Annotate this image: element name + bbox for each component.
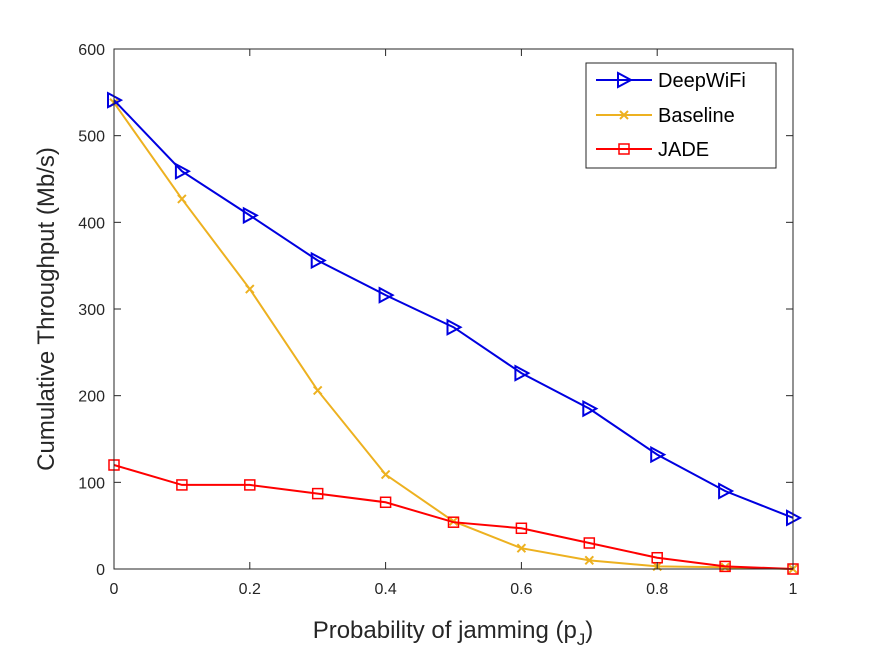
data-point-jade xyxy=(719,560,731,573)
data-point-baseline xyxy=(245,284,255,294)
x-tick-label: 0.2 xyxy=(239,581,261,598)
y-tick-label: 300 xyxy=(78,302,105,319)
legend: DeepWiFi Baseline JADE xyxy=(585,62,777,169)
data-point-baseline xyxy=(380,469,391,480)
legend-label: Baseline xyxy=(658,105,735,127)
data-point-baseline xyxy=(516,543,527,553)
data-point-deepwifi xyxy=(446,318,463,336)
data-point-deepwifi xyxy=(310,251,327,270)
data-point-jade xyxy=(515,522,528,535)
data-point-baseline xyxy=(312,385,323,396)
data-point-jade xyxy=(447,516,460,528)
x-tick-labels: 0 0.2 0.4 0.6 0.8 1 xyxy=(110,581,798,598)
x-tick-label: 1 xyxy=(789,581,798,598)
legend-item-deepwifi: DeepWiFi xyxy=(596,70,746,92)
y-tick-label: 500 xyxy=(78,129,105,146)
data-point-deepwifi xyxy=(650,445,667,464)
data-point-deepwifi xyxy=(582,399,599,418)
data-point-deepwifi xyxy=(174,162,192,180)
y-tick-labels: 0 100 200 300 400 500 600 xyxy=(78,42,105,579)
legend-label: DeepWiFi xyxy=(658,70,746,92)
x-tick-label: 0.8 xyxy=(646,581,668,598)
axes-layer xyxy=(113,48,794,570)
x-tick-label: 0 xyxy=(110,581,119,598)
x-tick-label: 0.4 xyxy=(374,581,396,598)
data-point-jade xyxy=(176,479,188,491)
data-point-jade xyxy=(244,479,256,491)
legend-marker xyxy=(619,110,629,120)
legend-marker xyxy=(618,143,630,155)
series-line-deepwifi xyxy=(113,99,794,519)
legend-label: JADE xyxy=(658,139,709,161)
data-point-baseline xyxy=(584,555,595,566)
data-point-deepwifi xyxy=(514,364,531,382)
y-tick-label: 200 xyxy=(78,389,105,406)
data-point-deepwifi xyxy=(718,482,735,500)
y-axis-title: Cumulative Throughput (Mb/s) xyxy=(33,147,60,471)
x-axis-title: Probability of jamming (pJ) xyxy=(313,617,594,649)
series-line-jade xyxy=(113,464,794,570)
y-tick-label: 0 xyxy=(96,562,105,579)
data-point-jade xyxy=(311,487,324,500)
x-axis-title-close: ) xyxy=(585,617,593,644)
legend-item-baseline: Baseline xyxy=(596,105,735,127)
x-axis-title-subscript: J xyxy=(577,630,586,649)
y-tick-label: 100 xyxy=(78,475,105,492)
data-point-deepwifi xyxy=(378,286,395,304)
legend-marker xyxy=(617,71,634,89)
data-point-deepwifi xyxy=(242,206,259,225)
y-tick-label: 400 xyxy=(78,215,105,232)
legend-item-jade: JADE xyxy=(596,139,709,161)
x-tick-label: 0.6 xyxy=(510,581,532,598)
data-point-jade xyxy=(379,496,392,509)
data-point-baseline xyxy=(177,194,187,204)
series-deepwifi xyxy=(107,91,803,527)
data-point-jade xyxy=(583,537,596,549)
y-tick-label: 600 xyxy=(78,42,105,59)
